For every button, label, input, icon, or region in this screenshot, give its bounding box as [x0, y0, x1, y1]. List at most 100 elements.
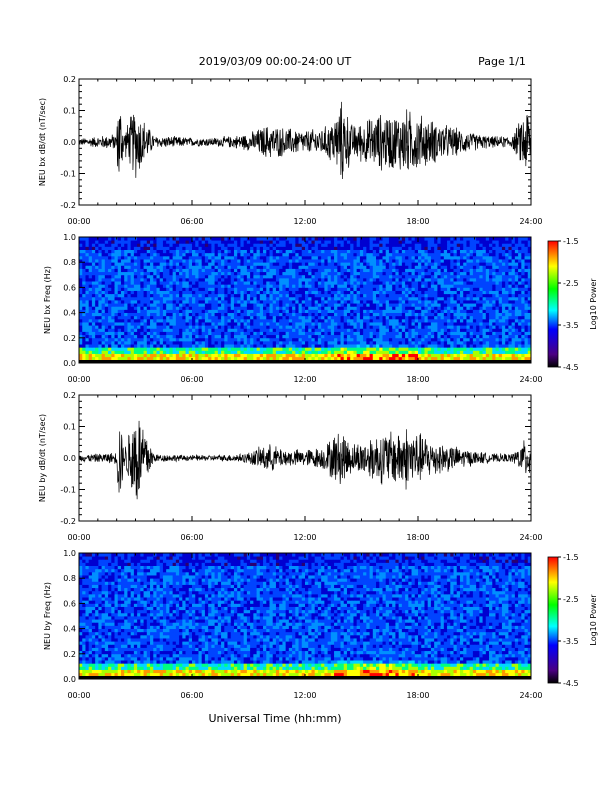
spectrogram-cell	[515, 294, 519, 298]
spectrogram-cell	[108, 278, 112, 282]
spectrogram-cell	[324, 341, 328, 345]
spectrogram-cell	[192, 322, 196, 326]
spectrogram-cell	[421, 275, 425, 279]
spectrogram-cell	[341, 259, 345, 263]
spectrogram-cell	[382, 357, 386, 361]
spectrogram-cell	[118, 325, 122, 329]
spectrogram-cell	[202, 306, 206, 310]
spectrogram-cell	[150, 338, 154, 342]
spectrogram-cell	[450, 281, 454, 285]
spectrogram-cell	[160, 354, 164, 358]
spectrogram-cell	[176, 325, 180, 329]
spectrogram-cell	[324, 269, 328, 273]
spectrogram-cell	[515, 316, 519, 320]
spectrogram-cell	[276, 350, 280, 354]
spectrogram-cell	[424, 259, 428, 263]
spectrogram-cell	[434, 275, 438, 279]
spectrogram-cell	[450, 335, 454, 339]
spectrogram-cell	[166, 341, 170, 345]
spectrogram-cell	[131, 344, 135, 348]
spectrogram-cell	[166, 297, 170, 301]
spectrogram-cell	[228, 316, 232, 320]
spectrogram-cell	[434, 347, 438, 351]
spectrogram-cell	[476, 256, 480, 260]
spectrogram-cell	[315, 262, 319, 266]
spectrogram-cell	[418, 335, 422, 339]
spectrogram-cell	[292, 253, 296, 257]
spectrogram-cell	[108, 294, 112, 298]
spectrogram-cell	[173, 338, 177, 342]
spectrogram-cell	[147, 275, 151, 279]
spectrogram-cell	[250, 287, 254, 291]
spectrogram-cell	[131, 350, 135, 354]
spectrogram-cell	[308, 309, 312, 313]
spectrogram-cell	[153, 278, 157, 282]
spectrogram-cell	[518, 338, 522, 342]
spectrogram-cell	[182, 272, 186, 276]
spectrogram-cell	[470, 306, 474, 310]
spectrogram-cell	[153, 347, 157, 351]
spectrogram-cell	[441, 265, 445, 269]
spectrogram-cell	[366, 357, 370, 361]
spectrogram-cell	[466, 297, 470, 301]
spectrogram-cell	[137, 350, 141, 354]
spectrogram-cell	[441, 332, 445, 336]
spectrogram-cell	[179, 319, 183, 323]
spectrogram-cell	[215, 309, 219, 313]
spectrogram-cell	[273, 354, 277, 358]
spectrogram-cell	[366, 278, 370, 282]
spectrogram-cell	[166, 294, 170, 298]
spectrogram-cell	[470, 269, 474, 273]
spectrogram-cell	[279, 259, 283, 263]
spectrogram-cell	[115, 332, 119, 336]
spectrogram-cell	[447, 284, 451, 288]
spectrogram-cell	[389, 300, 393, 304]
spectrogram-cell	[370, 303, 374, 307]
spectrogram-cell	[495, 262, 499, 266]
spectrogram-cell	[502, 316, 506, 320]
spectrogram-cell	[402, 269, 406, 273]
spectrogram-cell	[495, 281, 499, 285]
spectrogram-cell	[192, 272, 196, 276]
spectrogram-cell	[489, 325, 493, 329]
spectrogram-cell	[108, 287, 112, 291]
spectrogram-cell	[434, 322, 438, 326]
spectrogram-cell	[140, 325, 144, 329]
spectrogram-cell	[512, 332, 516, 336]
spectrogram-cell	[476, 272, 480, 276]
spectrogram-cell	[89, 347, 93, 351]
spectrogram-cell	[192, 341, 196, 345]
spectrogram-cell	[357, 335, 361, 339]
spectrogram-cell	[111, 319, 115, 323]
spectrogram-cell	[156, 313, 160, 317]
spectrogram-cell	[260, 341, 264, 345]
spectrogram-cell	[363, 300, 367, 304]
spectrogram-cell	[198, 256, 202, 260]
spectrogram-cell	[483, 357, 487, 361]
spectrogram-cell	[466, 328, 470, 332]
spectrogram-cell	[392, 262, 396, 266]
spectrogram-cell	[179, 265, 183, 269]
spectrogram-cell	[334, 306, 338, 310]
spectrogram-cell	[79, 278, 83, 282]
spectrogram-cell	[360, 259, 364, 263]
spectrogram-cell	[357, 262, 361, 266]
spectrogram-cell	[311, 287, 315, 291]
spectrogram-cell	[95, 269, 99, 273]
spectrogram-cell	[341, 272, 345, 276]
spectrogram-cell	[273, 322, 277, 326]
spectrogram-cell	[237, 306, 241, 310]
spectrogram-cell	[198, 319, 202, 323]
spectrogram-cell	[366, 344, 370, 348]
spectrogram-cell	[186, 347, 190, 351]
spectrogram-cell	[470, 259, 474, 263]
spectrogram-cell	[95, 350, 99, 354]
spectrogram-cell	[202, 341, 206, 345]
spectrogram-cell	[389, 275, 393, 279]
spectrogram-cell	[211, 309, 215, 313]
spectrogram-cell	[118, 272, 122, 276]
spectrogram-cell	[341, 275, 345, 279]
spectrogram-cell	[421, 335, 425, 339]
spectrogram-cell	[331, 335, 335, 339]
spectrogram-cell	[231, 325, 235, 329]
